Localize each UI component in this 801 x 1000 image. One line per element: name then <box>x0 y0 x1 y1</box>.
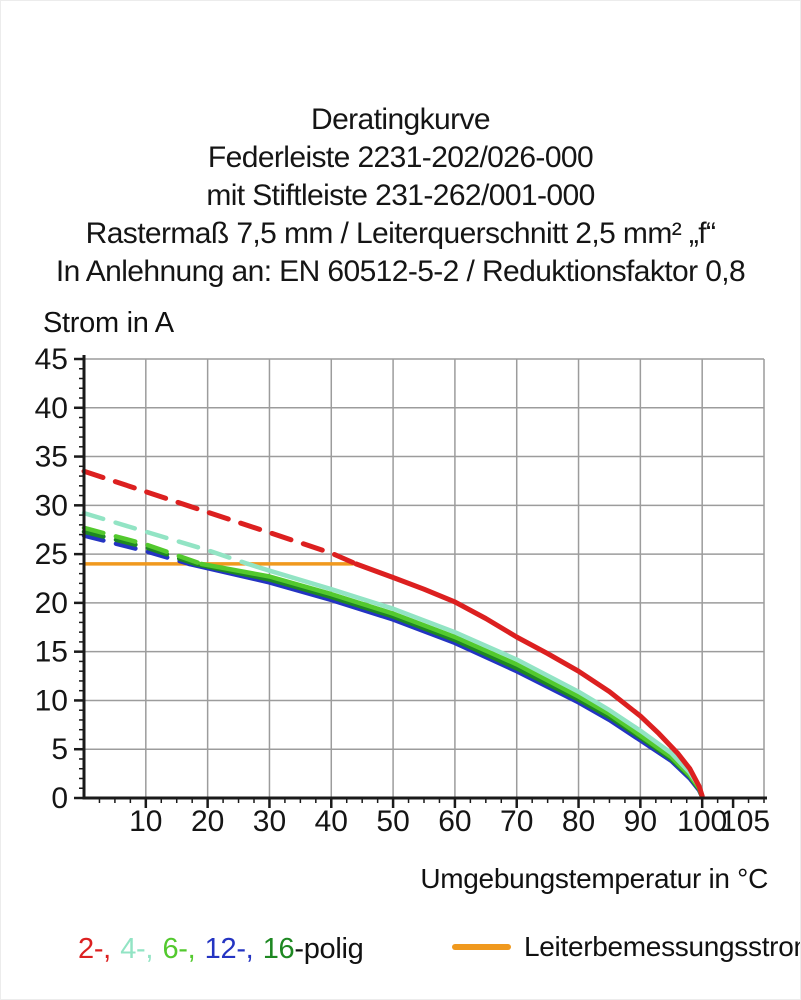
title-line-3: mit Stiftleiste 231-262/001-000 <box>206 179 595 212</box>
title-line-1: Deratingkurve <box>311 103 491 136</box>
legend-rated-current: Leiterbemessungsstrom <box>452 931 801 963</box>
x-tick-label: 70 <box>500 805 533 838</box>
x-tick-label: 90 <box>624 805 657 838</box>
x-tick-label: 80 <box>562 805 595 838</box>
chart-title-block: Deratingkurve Federleiste 2231-202/026-0… <box>1 101 800 291</box>
legend-pole-16: 16 <box>262 933 295 965</box>
title-line-4: Rastermaß 7,5 mm / Leiterquerschnitt 2,5… <box>85 217 716 250</box>
curve-4-polig-dashed <box>81 510 251 567</box>
y-tick-label: 0 <box>51 782 68 815</box>
x-tick-label: 60 <box>438 805 471 838</box>
title-line-5: In Anlehnung an: EN 60512-5-2 / Reduktio… <box>55 255 746 288</box>
x-tick-label: 105 <box>720 805 770 838</box>
x-axis-title: Umgebungstemperatur in °C <box>420 863 768 894</box>
curve-2-polig-solid <box>353 561 705 799</box>
y-tick-label: 45 <box>35 343 68 376</box>
y-axis-title: Strom in A <box>43 307 174 339</box>
x-tick-label: 30 <box>253 805 286 838</box>
rated-current-swatch <box>452 944 511 950</box>
y-tick-label: 15 <box>35 636 68 669</box>
legend-pole-6: 6-, <box>162 933 196 965</box>
y-tick-label: 35 <box>35 441 68 474</box>
curve-16-polig-dashed <box>81 529 198 567</box>
x-tick-label: 40 <box>315 805 348 838</box>
curve-12-polig-dashed <box>81 533 192 567</box>
title-line-2: Federleiste 2231-202/026-000 <box>207 141 594 174</box>
legend-poles: 2-, 4-, 6-, 12-, 16-polig <box>78 933 364 966</box>
y-tick-label: 40 <box>35 392 68 425</box>
rated-current-label: Leiterbemessungsstrom <box>524 931 801 962</box>
y-tick-label: 5 <box>51 733 68 766</box>
x-tick-label: 20 <box>191 805 224 838</box>
legend-poles-suffix: -polig <box>294 933 364 965</box>
legend-pole-12: 12-, <box>204 933 254 965</box>
curve-2-polig-dashed <box>81 468 359 567</box>
x-tick-label: 10 <box>129 805 162 838</box>
y-tick-label: 20 <box>35 587 68 620</box>
y-tick-label: 30 <box>35 489 68 522</box>
legend-pole-4: 4-, <box>120 933 154 965</box>
curve-4-polig-solid <box>245 561 705 799</box>
x-tick-label: 100 <box>677 805 727 838</box>
y-tick-label: 25 <box>35 538 68 571</box>
curve-6-polig-dashed <box>81 525 204 567</box>
x-tick-label: 50 <box>376 805 409 838</box>
y-tick-label: 10 <box>35 684 68 717</box>
legend-pole-2: 2-, <box>78 933 111 965</box>
